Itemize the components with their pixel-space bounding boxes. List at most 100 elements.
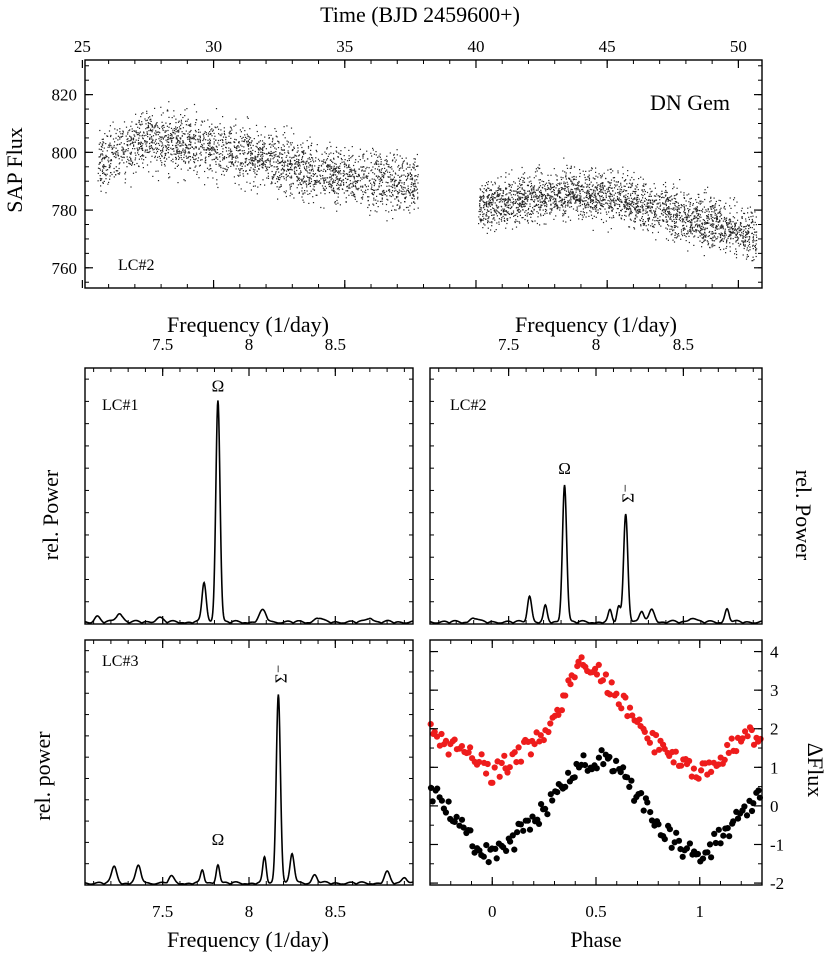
lightcurve-point	[263, 162, 265, 164]
lightcurve-point	[519, 198, 521, 200]
lightcurve-point	[195, 111, 198, 113]
lightcurve-point	[519, 214, 521, 216]
lightcurve-point	[687, 220, 690, 223]
lightcurve-point	[597, 192, 599, 195]
lightcurve-point	[676, 209, 678, 211]
lightcurve-point	[351, 175, 353, 177]
lightcurve-point	[123, 162, 125, 164]
lightcurve-point	[713, 235, 715, 237]
lightcurve-point	[344, 162, 346, 164]
lightcurve-point	[708, 218, 710, 220]
lightcurve-point	[333, 157, 335, 159]
lightcurve-point	[350, 175, 352, 178]
lightcurve-point	[98, 156, 100, 158]
lightcurve-point	[262, 164, 264, 166]
lightcurve-point	[635, 198, 638, 200]
lightcurve-point	[494, 183, 496, 185]
lightcurve-point	[545, 195, 547, 197]
lightcurve-point	[740, 225, 743, 227]
lightcurve-point	[666, 228, 668, 230]
lightcurve-point	[653, 200, 655, 202]
lightcurve-point	[165, 135, 167, 137]
lightcurve-point	[250, 156, 252, 159]
lightcurve-point	[633, 202, 635, 204]
lightcurve-point	[561, 200, 563, 202]
lightcurve-point	[495, 209, 497, 211]
lightcurve-point	[573, 183, 575, 185]
lightcurve-point	[256, 156, 258, 158]
lightcurve-point	[409, 172, 411, 174]
lightcurve-point	[147, 133, 149, 135]
lightcurve-point	[308, 183, 310, 185]
lightcurve-point	[149, 116, 151, 118]
lightcurve-point	[390, 201, 392, 203]
lightcurve-point	[176, 135, 178, 137]
lightcurve-point	[335, 150, 337, 152]
lightcurve-point	[543, 223, 545, 225]
lightcurve-point	[349, 171, 351, 173]
lightcurve-point	[538, 164, 540, 166]
lightcurve-point	[146, 131, 148, 133]
lightcurve-point	[720, 227, 723, 229]
lightcurve-point	[667, 216, 670, 218]
lightcurve-point	[511, 213, 513, 215]
lightcurve-point	[133, 130, 135, 132]
lightcurve-point	[736, 233, 738, 236]
lightcurve-point	[331, 189, 333, 191]
lightcurve-point	[276, 181, 279, 183]
lightcurve-point	[617, 170, 619, 172]
lightcurve-point	[610, 207, 612, 209]
lightcurve-point	[647, 218, 649, 220]
lightcurve-point	[222, 144, 224, 146]
lightcurve-point	[155, 147, 157, 149]
lightcurve-point	[199, 138, 201, 140]
lightcurve-point	[346, 160, 349, 162]
lightcurve-point	[635, 203, 637, 205]
lightcurve-point	[366, 177, 368, 179]
lightcurve-point	[201, 145, 204, 147]
lightcurve-point	[735, 241, 737, 243]
lightcurve-point	[555, 174, 557, 176]
lightcurve-point	[406, 189, 408, 191]
lightcurve-point	[141, 158, 143, 160]
lightcurve-point	[553, 197, 555, 199]
lightcurve-point	[231, 150, 233, 152]
lightcurve-point	[320, 169, 322, 171]
lightcurve-point	[171, 133, 173, 135]
lightcurve-point	[578, 198, 581, 200]
lightcurve-point	[714, 209, 716, 211]
lightcurve-point	[637, 200, 639, 203]
lightcurve-point	[325, 153, 327, 155]
lightcurve-point	[377, 156, 379, 158]
lightcurve-point	[157, 170, 159, 172]
lightcurve-point	[325, 159, 328, 161]
lightcurve-point	[134, 130, 136, 132]
lightcurve-point	[199, 153, 201, 155]
lightcurve-point	[352, 184, 354, 186]
lightcurve-point	[697, 193, 699, 195]
lightcurve-point	[485, 205, 487, 207]
lightcurve-point	[711, 205, 713, 207]
lightcurve-point	[324, 185, 326, 187]
lightcurve-point	[202, 147, 204, 149]
lightcurve-point	[254, 156, 256, 158]
lightcurve-point	[588, 170, 590, 172]
lightcurve-point	[502, 192, 504, 194]
lightcurve-point	[187, 133, 189, 135]
lightcurve-point	[194, 154, 196, 156]
lightcurve-point	[579, 213, 582, 215]
lightcurve-point	[738, 227, 740, 229]
lightcurve-point	[348, 158, 350, 160]
lightcurve-point	[510, 207, 512, 210]
lightcurve-point	[297, 161, 299, 163]
lightcurve-point	[494, 181, 496, 183]
lightcurve-point	[642, 224, 645, 226]
lightcurve-point	[595, 197, 597, 199]
lightcurve-point	[193, 154, 195, 156]
lightcurve-point	[284, 132, 286, 134]
lightcurve-point	[194, 129, 197, 132]
lightcurve-point	[703, 192, 705, 194]
lightcurve-point	[365, 175, 367, 177]
lightcurve-point	[557, 206, 559, 208]
lightcurve-point	[373, 163, 376, 165]
